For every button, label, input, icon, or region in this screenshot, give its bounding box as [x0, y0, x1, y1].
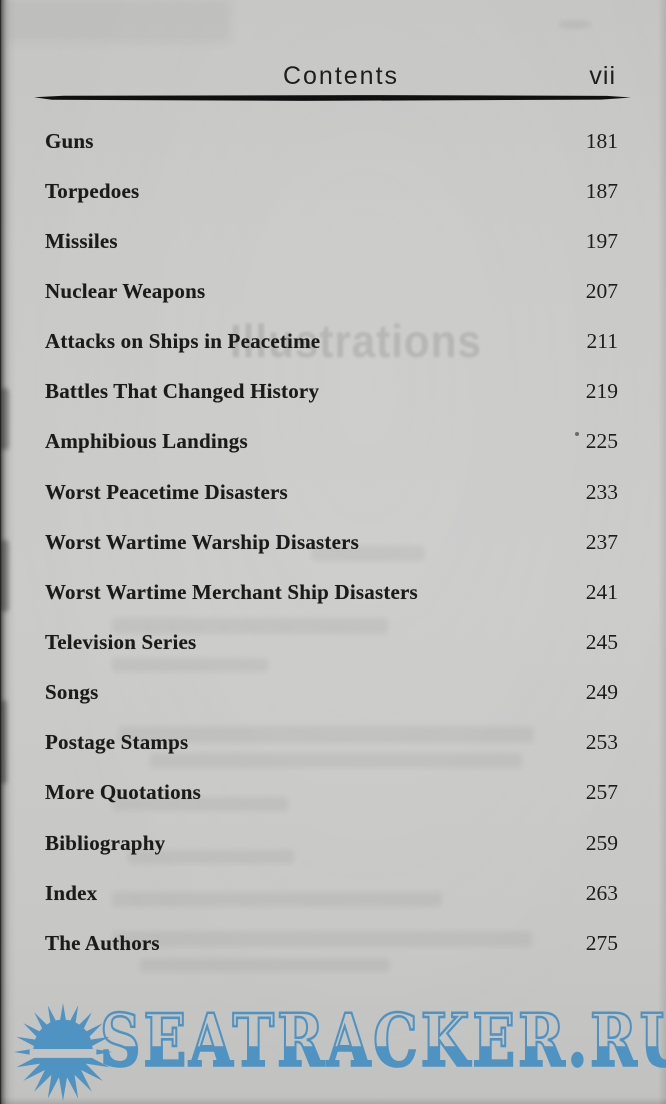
scan-edge-blot	[0, 388, 9, 450]
toc-entry-page: 211	[586, 329, 618, 354]
toc-entry-page: 181	[585, 128, 618, 153]
scan-mottle	[0, 0, 230, 42]
toc-entry-page: 253	[585, 730, 618, 755]
watermark-text: SEATRACKER.RU SEATRACKER.RU	[99, 995, 666, 1095]
toc-row: Missiles 197	[45, 216, 618, 266]
toc-entry-page: 187	[585, 178, 618, 203]
toc-entry-title: The Authors	[45, 930, 160, 955]
toc-entry-page: 219	[585, 379, 618, 404]
toc-entry-page: 241	[585, 579, 618, 604]
scan-edge-shadow-right	[658, 0, 666, 1104]
bleed-through-smudge	[112, 618, 388, 634]
toc-entry-page: 275	[585, 930, 618, 955]
watermark-text-fill: SEATRACKER.RU	[100, 998, 666, 1084]
toc-entry-title: Battles That Changed History	[45, 379, 320, 404]
toc-entry-title: Guns	[45, 128, 94, 153]
watermark-text-outline: SEATRACKER.RU	[99, 998, 666, 1085]
toc-row: Bibliography 259	[45, 818, 618, 868]
bleed-through-smudge	[150, 753, 522, 768]
toc-row: Torpedoes 187	[45, 166, 618, 216]
toc-entry-title: Television Series	[45, 629, 197, 654]
toc-entry-title: Worst Wartime Warship Disasters	[45, 529, 360, 554]
toc-entry-page: 207	[585, 278, 618, 303]
folio-page-number: vii	[589, 62, 616, 90]
toc-entry-page: 245	[585, 629, 618, 654]
toc-row: Television Series 245	[45, 617, 618, 667]
sun-logo-icon	[13, 1002, 113, 1102]
toc-entry-title: Nuclear Weapons	[45, 278, 206, 303]
toc-entry-title: Torpedoes	[45, 178, 140, 203]
toc-row: Postage Stamps 253	[45, 718, 618, 768]
bleed-through-smudge	[112, 658, 268, 672]
toc-entry-title: Amphibious Landings	[45, 429, 248, 454]
bleed-through-smudge	[112, 797, 288, 811]
toc-entry-page: 197	[585, 228, 618, 253]
toc-entry-title: Attacks on Ships in Peacetime	[45, 329, 321, 354]
ink-speck	[575, 432, 579, 436]
bleed-through-text: Illustrations	[230, 315, 482, 367]
toc-entry-page: 233	[585, 479, 618, 504]
toc-row: Nuclear Weapons 207	[45, 266, 618, 316]
toc-row: Worst Wartime Merchant Ship Disasters 24…	[45, 567, 618, 617]
toc-entry-page: 259	[585, 830, 618, 855]
watermark: SEATRACKER.RU SEATRACKER.RU	[0, 995, 666, 1104]
toc-entry-title: Postage Stamps	[45, 730, 189, 755]
toc-entry-page: 237	[585, 529, 618, 554]
bleed-through-smudge	[128, 850, 294, 864]
scan-edge-blot	[0, 700, 7, 784]
toc-entry-title: Index	[45, 880, 98, 905]
toc-row: Songs 249	[45, 668, 618, 718]
bleed-through-smudge	[112, 931, 532, 947]
toc-entry-title: More Quotations	[45, 780, 202, 805]
scan-edge-shadow-bottom	[0, 1097, 666, 1104]
toc-list: Guns 181 Torpedoes 187 Missiles 197 Nucl…	[45, 116, 618, 968]
toc-entry-title: Missiles	[45, 228, 118, 253]
header-divider	[34, 95, 631, 101]
page-heading: Contents	[282, 62, 400, 90]
toc-entry-page: 257	[585, 780, 618, 805]
toc-row: Attacks on Ships in Peacetime 211	[45, 317, 618, 367]
toc-entry-title: Songs	[45, 680, 99, 705]
toc-entry-title: Bibliography	[45, 830, 166, 855]
toc-entry-page: 249	[585, 680, 618, 705]
toc-row: Worst Wartime Warship Disasters 237	[45, 517, 618, 567]
scan-smudge	[558, 20, 592, 29]
toc-row: The Authors 275	[45, 918, 618, 968]
toc-entry-page: 263	[585, 880, 618, 905]
bleed-through-smudge	[140, 958, 390, 972]
toc-row: Guns 181	[45, 116, 618, 166]
bleed-through-smudge	[112, 892, 442, 907]
toc-row: Battles That Changed History 219	[45, 367, 618, 417]
toc-row: Worst Peacetime Disasters 233	[45, 467, 618, 517]
toc-row: Index 263	[45, 868, 618, 918]
bleed-through-smudge	[118, 726, 534, 743]
toc-row: Amphibious Landings 225	[45, 417, 618, 467]
toc-row: More Quotations 257	[45, 768, 618, 818]
scan-edge-shadow-left	[0, 0, 16, 1104]
toc-entry-title: Worst Peacetime Disasters	[45, 479, 288, 504]
toc-entry-title: Worst Wartime Merchant Ship Disasters	[45, 579, 418, 604]
toc-entry-page: 225	[585, 429, 618, 454]
bleed-through-smudge	[312, 546, 424, 561]
scan-edge-blot	[0, 540, 9, 612]
